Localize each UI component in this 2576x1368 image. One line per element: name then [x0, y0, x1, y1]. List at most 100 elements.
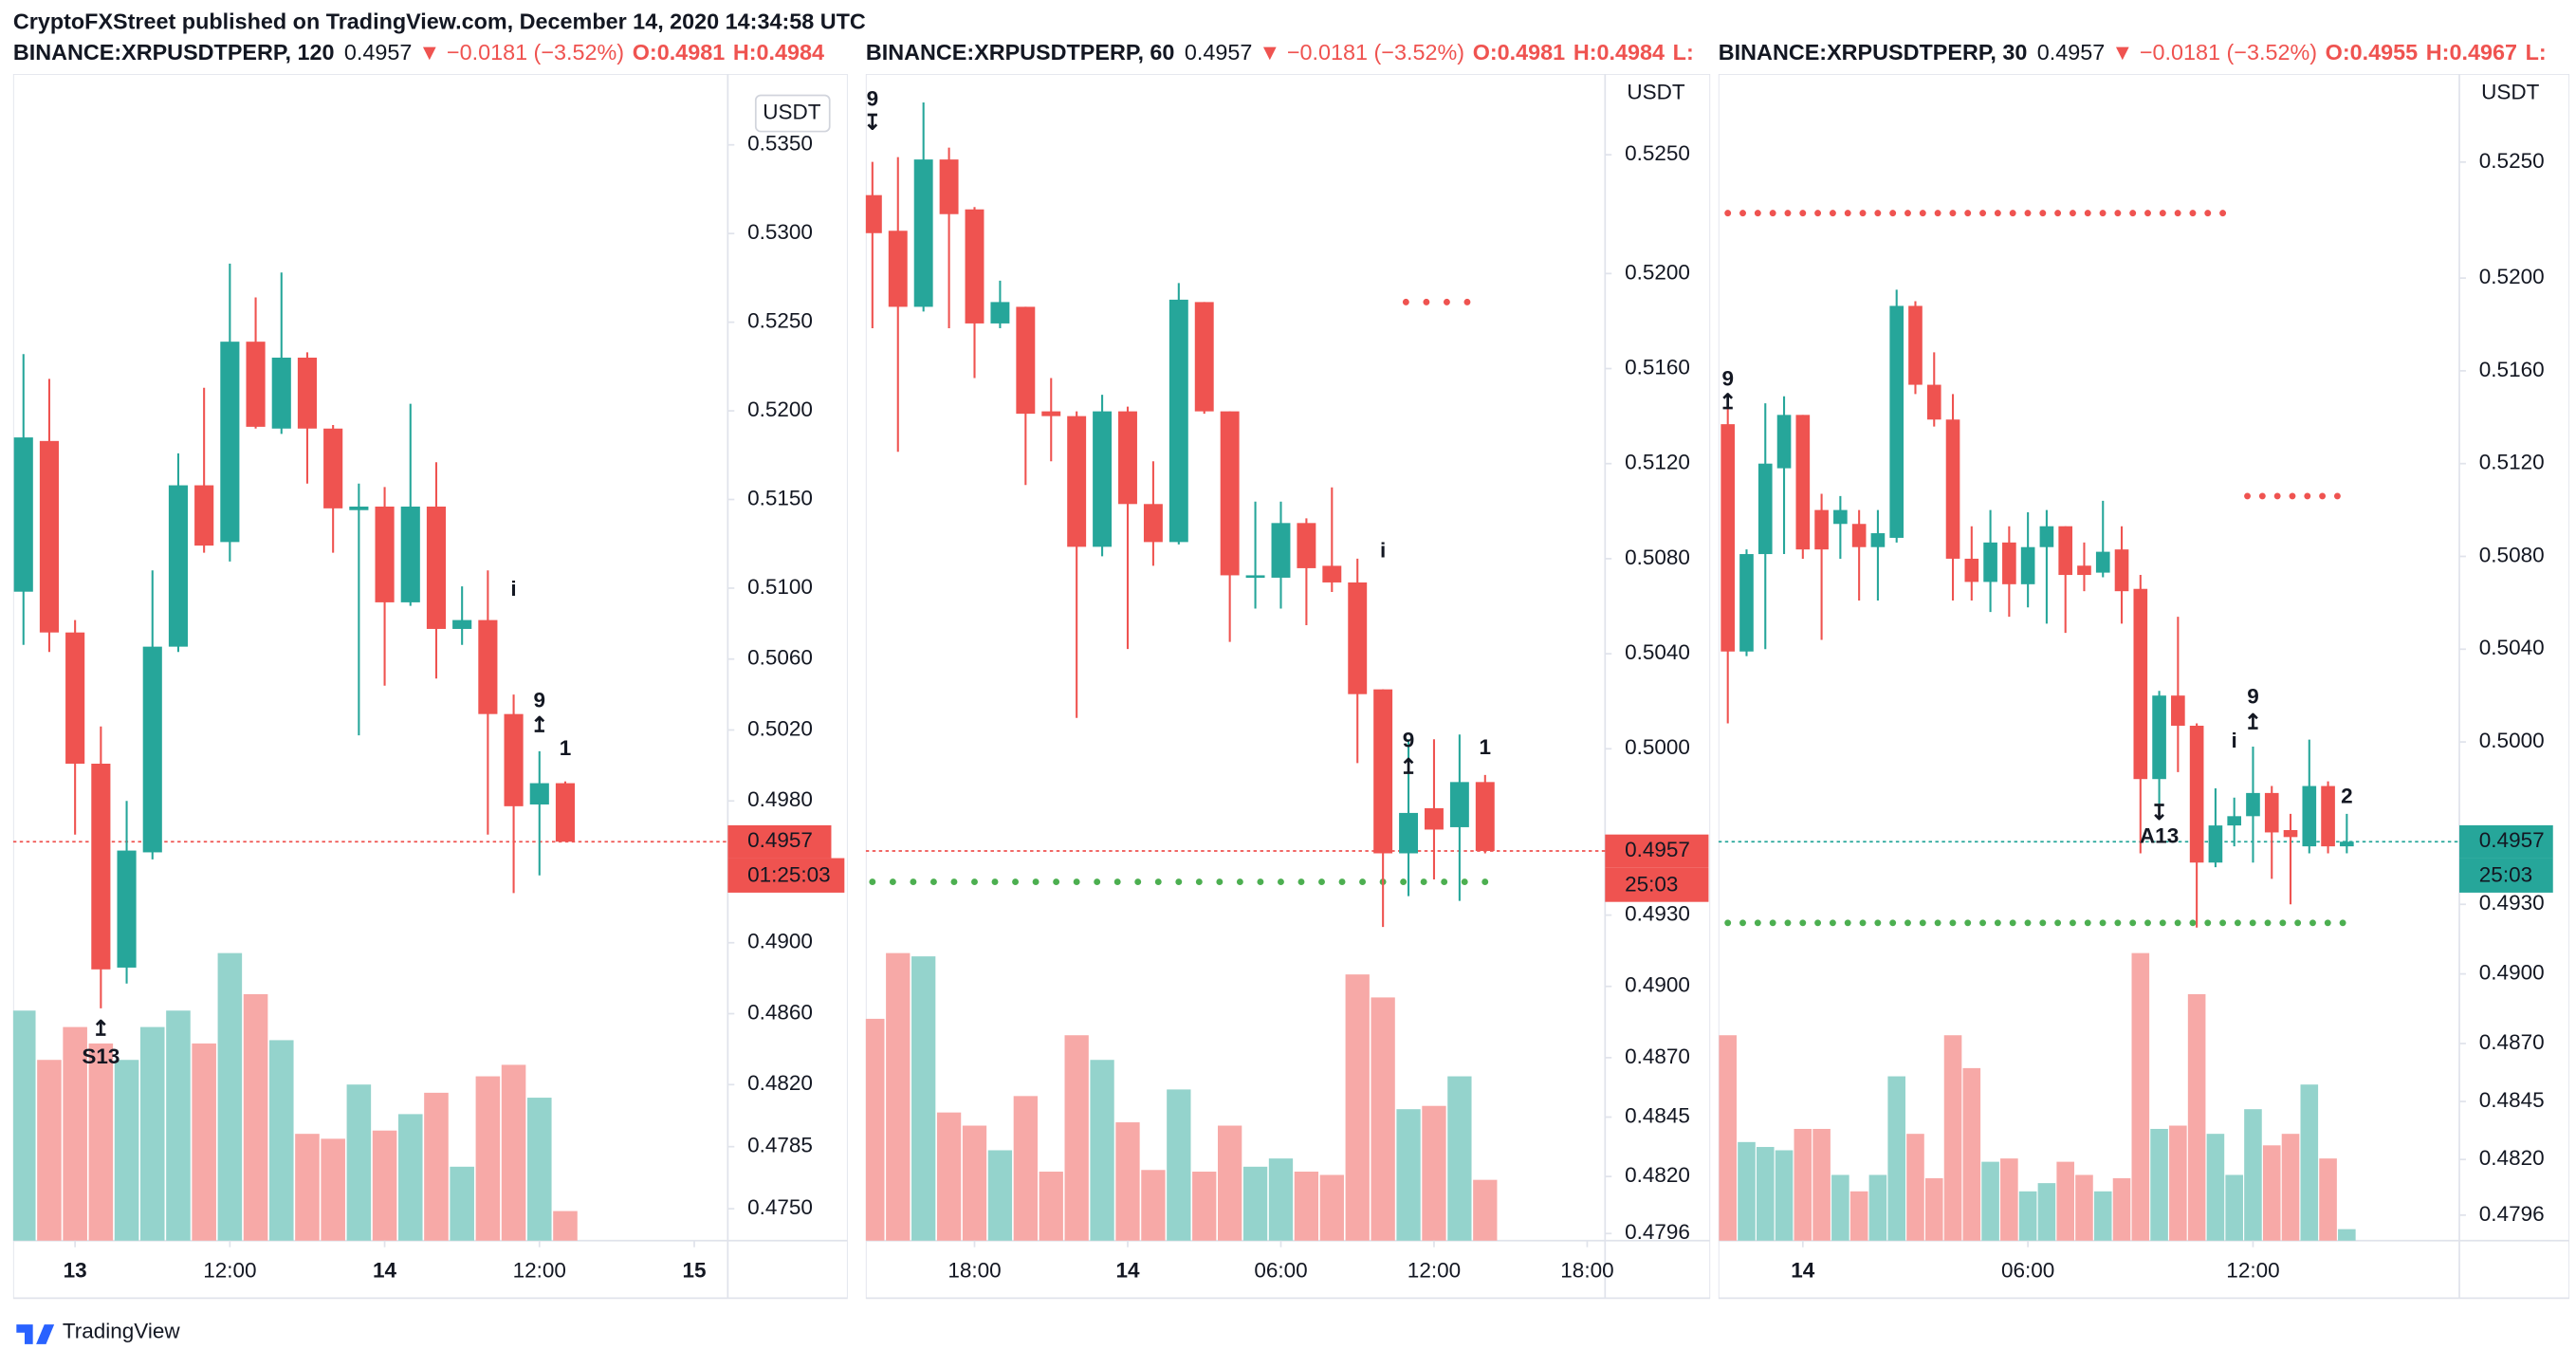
- volume-bar: [2093, 1191, 2112, 1241]
- ohlc-value: O:0.4981: [1473, 40, 1565, 65]
- candle-body: [2152, 695, 2166, 780]
- currency-label: USDT: [1627, 81, 1685, 104]
- volume-bar: [526, 1098, 552, 1241]
- price-box-label: 0.4957: [1625, 838, 1690, 861]
- chart-legend: BINANCE:XRPUSDTPERP, 30 0.4957 ▼ −0.0181 (…: [1719, 40, 2547, 65]
- volume-bar: [114, 1060, 139, 1241]
- volume-bar: [2225, 1174, 2243, 1241]
- x-tick-label: 14: [1115, 1259, 1140, 1283]
- volume-bar: [1422, 1105, 1446, 1241]
- signal-label: 9: [2247, 685, 2259, 709]
- y-tick-label: 0.5250: [747, 309, 813, 333]
- candle-body: [965, 209, 984, 324]
- y-tick-label: 0.5150: [747, 486, 813, 509]
- y-tick-label: 0.4820: [1625, 1163, 1690, 1187]
- y-tick-label: 0.4785: [747, 1134, 813, 1157]
- volume-bar: [1319, 1174, 1344, 1241]
- panel-border: [1718, 73, 2570, 1300]
- change: ▼ −0.0181 (−3.52%): [2111, 40, 2317, 65]
- candle-body: [2077, 565, 2091, 576]
- candle-body: [1945, 419, 1960, 559]
- candle-body: [1194, 302, 1214, 412]
- volume-bar: [1345, 974, 1370, 1241]
- volume-bar: [1887, 1076, 1905, 1241]
- candle-body: [2246, 792, 2260, 817]
- volume-bar: [1775, 1150, 1794, 1241]
- candle-body: [39, 440, 60, 633]
- y-tick-label: 0.4796: [2479, 1202, 2545, 1226]
- candle-body: [1814, 509, 1829, 550]
- candle-body: [2114, 549, 2129, 592]
- volume-bar: [1013, 1096, 1038, 1241]
- volume-bar: [501, 1064, 526, 1241]
- candle-body: [2208, 825, 2223, 863]
- candle-body: [1067, 416, 1087, 547]
- y-tick-label: 0.5080: [2479, 543, 2545, 566]
- x-tick-label: 15: [682, 1259, 706, 1283]
- candle-body: [504, 713, 524, 806]
- y-tick-label: 0.4750: [747, 1195, 813, 1219]
- volume-bar: [2300, 1084, 2319, 1241]
- volume-bar: [268, 1040, 294, 1241]
- symbol: BINANCE:XRPUSDTPERP, 60: [866, 40, 1175, 65]
- volume-bar: [2187, 993, 2206, 1241]
- signal-label: 9: [534, 689, 546, 712]
- volume-bar: [1473, 1179, 1498, 1241]
- ohlc-value: L:: [2526, 40, 2547, 65]
- candle-body: [91, 763, 111, 970]
- x-tick-label: 13: [64, 1259, 87, 1283]
- candle-body: [1776, 415, 1792, 469]
- price-box-label: 0.4957: [747, 828, 813, 852]
- y-tick-label: 0.5120: [2479, 451, 2545, 474]
- panel-border: [865, 73, 1711, 1300]
- logo-icon: [16, 1324, 55, 1344]
- candle-body: [1041, 411, 1061, 416]
- chart-panel: S13↥i9↥10.53500.53000.52500.52000.51500.…: [12, 73, 848, 1300]
- chart-panel: 9↧i9↥10.52500.52000.51600.51200.50800.50…: [865, 73, 1711, 1300]
- volume-bar: [2150, 1128, 2168, 1241]
- volume-bar: [2319, 1158, 2337, 1241]
- volume-bar: [1906, 1134, 1924, 1241]
- y-tick-label: 0.5160: [1625, 355, 1690, 379]
- candle-body: [2227, 816, 2242, 826]
- volume-bar: [987, 1150, 1013, 1241]
- signal-label: 9: [1403, 729, 1415, 752]
- candle-body: [1168, 299, 1188, 543]
- signal-label: ↥: [1400, 754, 1418, 778]
- candle-body: [1889, 305, 1904, 538]
- ohlc-value: L:: [1673, 40, 1694, 65]
- candle-body: [194, 485, 214, 546]
- candle-body: [2095, 551, 2110, 573]
- countdown-label: 25:03: [2479, 863, 2532, 887]
- x-tick-label: 18:00: [1560, 1259, 1613, 1283]
- x-tick-label: 12:00: [203, 1259, 256, 1283]
- volume-bar: [397, 1114, 423, 1241]
- candle-body: [2264, 792, 2279, 833]
- candle-body: [400, 506, 420, 602]
- volume-bar: [1962, 1067, 1981, 1241]
- price-box: [727, 824, 832, 859]
- volume-bar: [886, 952, 911, 1241]
- volume-bar: [1447, 1076, 1472, 1241]
- volume-bar: [2131, 952, 2150, 1241]
- signal-label: i: [1380, 538, 1386, 562]
- countdown-label: 01:25:03: [747, 863, 831, 887]
- y-tick-label: 0.5160: [2479, 358, 2545, 381]
- x-tick-label: 14: [1791, 1259, 1815, 1283]
- volume-bar: [2037, 1183, 2056, 1241]
- candle-body: [1118, 411, 1137, 505]
- y-tick-label: 0.5020: [747, 716, 813, 740]
- candle-body: [1297, 523, 1316, 568]
- y-tick-label: 0.4870: [2479, 1030, 2545, 1054]
- signal-label: i: [510, 577, 516, 601]
- candle-body: [2039, 526, 2054, 547]
- candle-body: [2321, 786, 2335, 847]
- volume-bar: [1242, 1166, 1268, 1241]
- ohlc-value: O:0.4955: [2326, 40, 2418, 65]
- last-price: 0.4957: [344, 40, 413, 65]
- y-tick-label: 0.4980: [747, 787, 813, 811]
- volume-bar: [1167, 1089, 1191, 1241]
- candle-body: [1143, 504, 1163, 543]
- candle-body: [117, 850, 137, 968]
- volume-bar: [475, 1076, 501, 1241]
